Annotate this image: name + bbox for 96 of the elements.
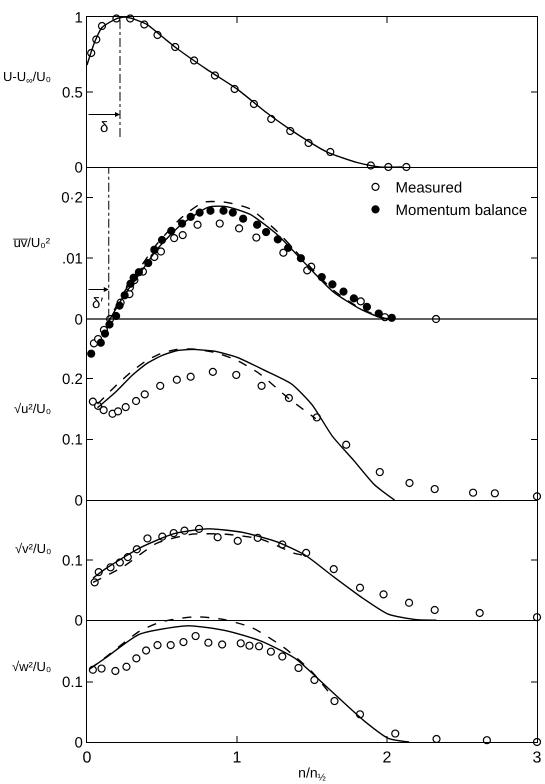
y-tick-label: 0: [74, 612, 83, 630]
point: [142, 646, 150, 655]
point: [232, 370, 240, 380]
y-tick-label: 0: [74, 734, 83, 752]
point: [228, 208, 237, 217]
point: [432, 734, 441, 744]
point: [153, 640, 162, 650]
point: [204, 638, 212, 647]
point: [330, 696, 339, 706]
point: [236, 639, 245, 648]
y-tick-label: .01: [62, 250, 83, 268]
point: [330, 565, 338, 574]
point: [235, 224, 244, 233]
point: [294, 664, 303, 672]
point: [166, 640, 175, 650]
y-tick-label: 0.2: [62, 370, 83, 388]
point: [140, 390, 149, 398]
point: [216, 219, 224, 228]
point: [490, 489, 499, 498]
point: [254, 642, 264, 650]
point: [379, 590, 388, 598]
point: [279, 248, 288, 257]
point: [192, 632, 200, 640]
point: [239, 214, 248, 223]
point: [111, 666, 120, 676]
y-tick-label: 0: [74, 311, 83, 328]
y-axis-title: u̅v̅/U₀²: [13, 235, 51, 250]
point: [262, 228, 270, 236]
point: [214, 533, 222, 542]
point: [206, 206, 215, 215]
x-axis-title: n/n$_{½}$: [298, 764, 326, 784]
legend-label: Measured: [396, 180, 462, 197]
point: [97, 664, 106, 673]
point: [114, 407, 122, 416]
point: [100, 406, 108, 414]
point: [328, 280, 336, 288]
point: [339, 288, 348, 296]
point: [100, 330, 110, 338]
point: [156, 382, 164, 390]
point: [404, 598, 414, 607]
point: [208, 368, 217, 376]
point: [391, 729, 400, 738]
point: [362, 302, 371, 311]
y-tick-label: 0: [74, 492, 83, 510]
y-tick-label: 0: [74, 159, 83, 176]
point: [178, 231, 187, 240]
point: [376, 468, 384, 476]
point: [132, 396, 140, 406]
point: [356, 584, 364, 592]
point: [219, 206, 228, 215]
point: [87, 350, 96, 358]
point: [405, 478, 414, 488]
y-axis-title: √w²/U₀: [12, 659, 52, 674]
point: [253, 220, 262, 229]
point: [156, 247, 166, 256]
x-tick-label: 1: [232, 749, 242, 766]
y-tick-label: 0·2: [61, 190, 83, 207]
point: [179, 638, 188, 646]
point: [342, 440, 350, 449]
point: [310, 676, 318, 684]
y-tick-label: 0.1: [62, 552, 83, 570]
y-axis-title: U-U$_{∞}$/U₀: [3, 69, 51, 86]
point: [278, 652, 286, 661]
point: [172, 376, 181, 384]
point: [143, 534, 152, 543]
x-tick-label: 3: [532, 749, 542, 766]
y-tick-label: 1: [74, 9, 83, 26]
point: [430, 606, 439, 614]
ref-line-label: δ: [100, 119, 108, 136]
x-tick-label: 2: [382, 749, 392, 766]
point: [430, 484, 439, 494]
y-tick-label: 0.1: [62, 674, 83, 692]
point: [186, 372, 195, 381]
point: [170, 234, 178, 242]
point: [234, 536, 242, 545]
point: [122, 662, 131, 671]
ref-line-label: δ′: [92, 295, 104, 312]
legend-label: Momentum balance: [396, 202, 528, 220]
point: [122, 403, 130, 412]
point: [245, 642, 254, 650]
point: [193, 220, 202, 229]
point: [350, 294, 358, 302]
point: [218, 640, 226, 649]
y-axis-title: √u²/U₀: [14, 401, 52, 416]
y-tick-label: 0.1: [62, 432, 83, 449]
point: [258, 382, 266, 390]
y-axis-title: √v²/U₀: [15, 541, 52, 556]
point: [476, 608, 484, 618]
y-tick-label: 0.5: [62, 84, 83, 102]
point: [96, 338, 105, 347]
point: [88, 398, 97, 406]
point: [252, 233, 260, 242]
point: [356, 297, 365, 306]
point: [266, 648, 275, 656]
point: [132, 654, 140, 662]
point: [469, 488, 478, 497]
